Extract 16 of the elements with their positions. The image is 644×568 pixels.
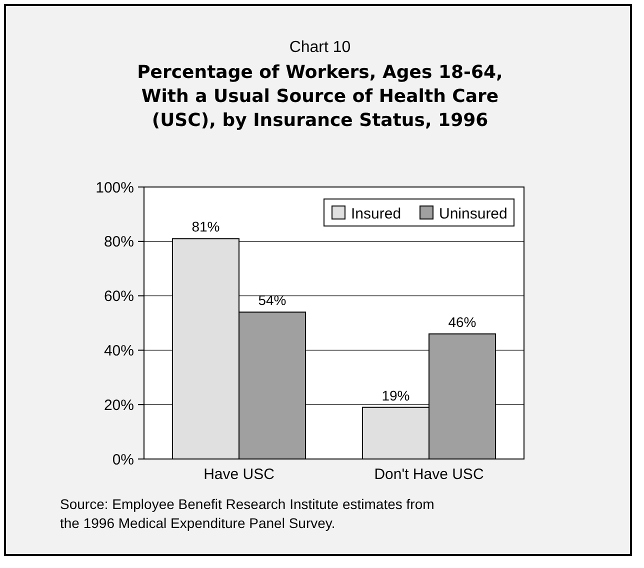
x-tick-label: Don't Have USC xyxy=(374,466,484,483)
source-note: Source: Employee Benefit Research Institute estimates from the 1996 Medical Expenditure Panel Survey. xyxy=(60,496,434,531)
chart-title: Percentage of Workers, Ages 18-64, With a Usual Source of Health Care (USC), by Insurance Status, 1996 xyxy=(137,62,503,131)
y-tick-label: 60% xyxy=(104,288,134,306)
y-tick-label: 40% xyxy=(104,342,134,360)
x-tick-label: Have USC xyxy=(204,466,275,483)
y-tick-label: 20% xyxy=(104,396,134,414)
data-label: 46% xyxy=(448,314,476,330)
legend-label: Insured xyxy=(351,205,402,222)
y-tick-label: 80% xyxy=(104,234,134,251)
data-label: 81% xyxy=(192,218,220,235)
data-label: 19% xyxy=(382,387,410,404)
chart-subtitle: Chart 10 xyxy=(289,39,351,56)
legend-label: Uninsured xyxy=(439,205,508,222)
y-tick-label: 0% xyxy=(112,451,134,468)
y-tick-label: 100% xyxy=(96,179,134,196)
